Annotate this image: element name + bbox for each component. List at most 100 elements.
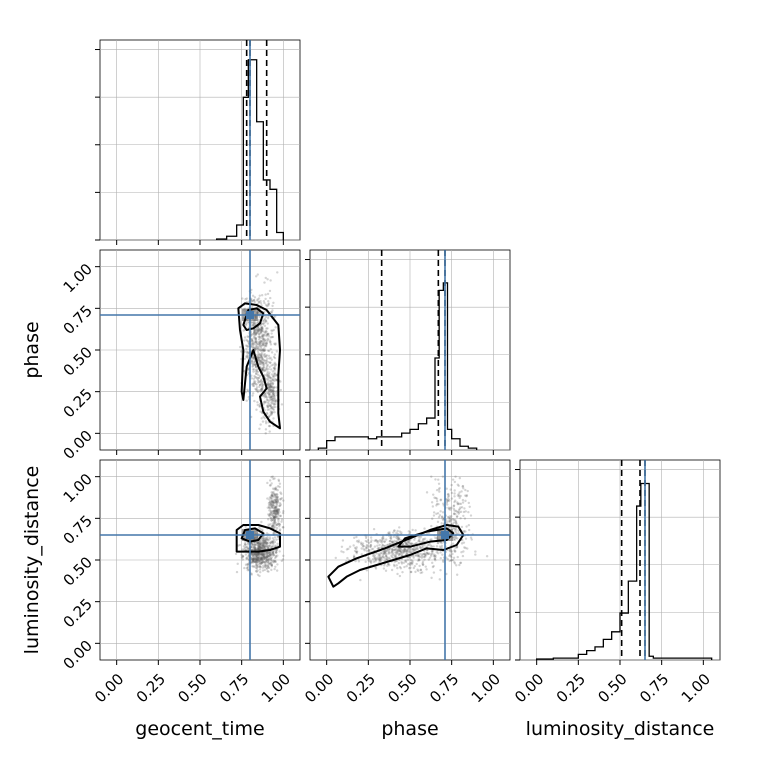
sample-point bbox=[376, 544, 379, 547]
sample-point bbox=[266, 372, 269, 375]
sample-point bbox=[378, 555, 381, 558]
x-tick-label: 0.75 bbox=[216, 670, 252, 706]
sample-point bbox=[421, 544, 424, 547]
sample-point bbox=[270, 494, 274, 498]
sample-point bbox=[256, 541, 259, 545]
sample-point bbox=[257, 553, 260, 557]
sample-point bbox=[253, 348, 257, 351]
sample-point bbox=[272, 511, 275, 515]
sample-point bbox=[280, 496, 284, 500]
sample-point bbox=[450, 556, 453, 559]
sample-point bbox=[268, 382, 272, 385]
sample-point bbox=[419, 568, 423, 572]
sample-point bbox=[409, 563, 412, 567]
sample-point bbox=[269, 356, 272, 360]
sample-point bbox=[264, 329, 267, 333]
sample-point bbox=[274, 505, 277, 509]
sample-point bbox=[251, 364, 255, 367]
sample-point bbox=[266, 405, 270, 409]
sample-point bbox=[423, 527, 426, 530]
sample-point bbox=[251, 324, 255, 327]
sample-point bbox=[269, 503, 272, 507]
sample-point bbox=[265, 334, 268, 338]
sample-point bbox=[254, 560, 257, 563]
sample-point bbox=[260, 557, 263, 560]
sample-point bbox=[276, 523, 279, 526]
sample-point bbox=[260, 561, 263, 565]
sample-point bbox=[447, 506, 450, 510]
sample-point bbox=[403, 549, 406, 552]
sample-point bbox=[260, 368, 264, 371]
sample-point bbox=[381, 543, 385, 547]
sample-point bbox=[262, 546, 265, 549]
sample-point bbox=[264, 545, 267, 549]
sample-point bbox=[411, 561, 414, 564]
sample-point bbox=[425, 551, 429, 555]
sample-point bbox=[270, 546, 273, 549]
sample-point bbox=[263, 349, 266, 353]
sample-point bbox=[442, 560, 445, 563]
sample-point bbox=[255, 372, 258, 375]
sample-point bbox=[276, 499, 280, 502]
sample-point bbox=[266, 292, 270, 296]
sample-point bbox=[456, 555, 459, 559]
sample-point bbox=[389, 536, 392, 540]
sample-point bbox=[418, 545, 422, 548]
sample-point bbox=[259, 379, 263, 382]
sample-point bbox=[266, 556, 270, 559]
sample-point bbox=[276, 498, 279, 502]
sample-point bbox=[267, 394, 271, 397]
sample-point bbox=[272, 509, 275, 513]
sample-point bbox=[262, 560, 266, 564]
sample-point bbox=[260, 360, 264, 363]
sample-point bbox=[271, 370, 275, 373]
sample-point bbox=[258, 558, 261, 561]
sample-point bbox=[272, 388, 275, 392]
sample-point bbox=[250, 558, 254, 561]
sample-point bbox=[238, 543, 242, 547]
sample-point bbox=[272, 516, 275, 519]
sample-point bbox=[263, 417, 266, 420]
sample-point bbox=[246, 390, 250, 393]
sample-point bbox=[430, 524, 433, 528]
sample-point bbox=[270, 568, 273, 572]
sample-point bbox=[256, 377, 259, 380]
sample-point bbox=[259, 331, 263, 334]
sample-point bbox=[263, 321, 266, 324]
sample-point bbox=[280, 403, 284, 406]
sample-point bbox=[272, 504, 275, 507]
truth-marker bbox=[441, 531, 449, 539]
sample-point bbox=[269, 384, 273, 388]
sample-point bbox=[386, 557, 389, 560]
sample-point bbox=[410, 570, 413, 574]
sample-point bbox=[275, 497, 279, 501]
sample-point bbox=[252, 553, 255, 556]
sample-point bbox=[275, 548, 279, 552]
sample-point bbox=[265, 559, 268, 562]
sample-point bbox=[270, 385, 274, 389]
sample-point bbox=[367, 549, 371, 552]
sample-point bbox=[255, 386, 259, 389]
sample-point bbox=[264, 331, 267, 335]
sample-point bbox=[273, 393, 276, 396]
sample-point bbox=[252, 557, 255, 561]
sample-point bbox=[277, 478, 280, 481]
sample-point bbox=[281, 526, 285, 529]
sample-point bbox=[252, 377, 255, 381]
sample-point bbox=[255, 561, 258, 565]
sample-point bbox=[262, 554, 266, 558]
sample-point bbox=[254, 363, 257, 366]
sample-point bbox=[257, 358, 261, 362]
sample-point bbox=[259, 560, 262, 563]
sample-point bbox=[273, 487, 277, 490]
sample-point bbox=[256, 560, 259, 564]
sample-point bbox=[253, 296, 257, 299]
sample-point bbox=[254, 543, 257, 547]
sample-point bbox=[266, 554, 270, 558]
sample-point bbox=[259, 561, 262, 565]
sample-point bbox=[245, 556, 249, 559]
sample-point bbox=[268, 430, 271, 433]
sample-point bbox=[257, 547, 260, 550]
sample-point bbox=[260, 325, 263, 329]
sample-point bbox=[273, 361, 277, 364]
